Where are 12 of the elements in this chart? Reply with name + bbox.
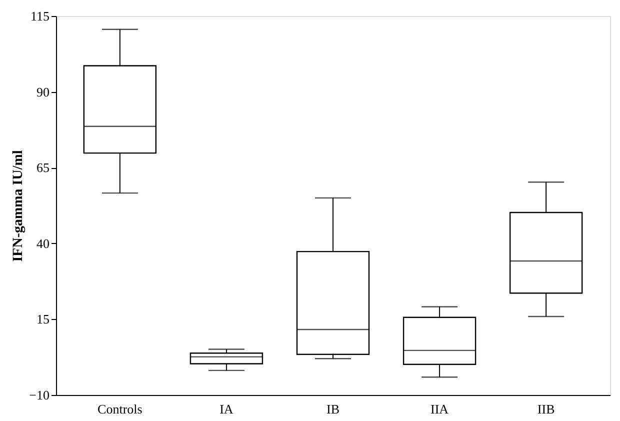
y-tick-label: 40: [36, 236, 50, 251]
y-tick-label: 115: [30, 8, 50, 24]
y-tick-label: 15: [36, 312, 50, 327]
y-tick-label: −10: [29, 388, 50, 402]
x-tick-label: IA: [220, 402, 234, 416]
x-tick-label: IIA: [430, 402, 450, 416]
y-tick-label: 65: [36, 160, 50, 176]
y-tick-label: 90: [36, 84, 50, 100]
x-tick-label: Controls: [98, 402, 142, 416]
x-tick-label: IB: [326, 402, 340, 416]
x-tick-label: IIB: [537, 402, 556, 416]
y-axis-title: IFN-gamma IU/ml: [11, 150, 26, 262]
